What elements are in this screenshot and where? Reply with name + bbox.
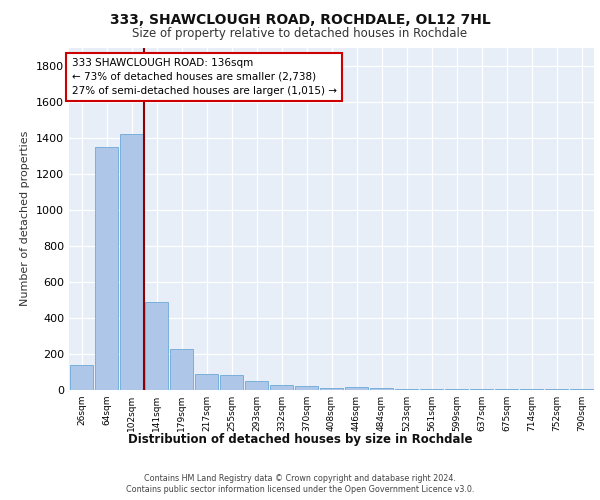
Y-axis label: Number of detached properties: Number of detached properties [20,131,31,306]
Text: Distribution of detached houses by size in Rochdale: Distribution of detached houses by size … [128,432,472,446]
Bar [545,389,568,390]
Bar [494,389,518,390]
Bar [295,386,319,390]
Bar [95,146,118,390]
Bar [419,389,443,390]
Bar [470,389,493,390]
Bar [70,365,94,390]
Bar [245,381,268,390]
Text: Contains HM Land Registry data © Crown copyright and database right 2024.
Contai: Contains HM Land Registry data © Crown c… [126,474,474,494]
Bar [445,389,469,390]
Bar [220,374,244,390]
Bar [269,384,293,390]
Bar [520,389,544,390]
Text: 333, SHAWCLOUGH ROAD, ROCHDALE, OL12 7HL: 333, SHAWCLOUGH ROAD, ROCHDALE, OL12 7HL [110,12,490,26]
Bar [194,374,218,390]
Text: Size of property relative to detached houses in Rochdale: Size of property relative to detached ho… [133,28,467,40]
Bar [119,134,143,390]
Bar [170,348,193,390]
Bar [344,388,368,390]
Bar [395,389,418,390]
Bar [370,388,394,390]
Bar [320,388,343,390]
Text: 333 SHAWCLOUGH ROAD: 136sqm
← 73% of detached houses are smaller (2,738)
27% of : 333 SHAWCLOUGH ROAD: 136sqm ← 73% of det… [71,58,337,96]
Bar [145,302,169,390]
Bar [569,389,593,390]
